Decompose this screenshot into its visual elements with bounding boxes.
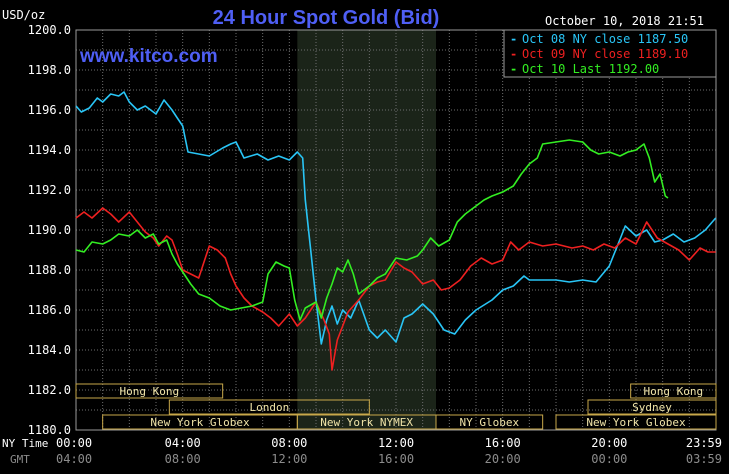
x-tick-label-gmt: 16:00 xyxy=(378,452,414,466)
x-tick-label-ny: 20:00 xyxy=(591,436,627,450)
y-tick-label: 1186.0 xyxy=(28,303,71,317)
legend-entry: Oct 09 NY close 1189.10 xyxy=(522,47,688,61)
session-bar xyxy=(75,383,224,399)
x-tick-label-ny: 23:59 xyxy=(686,436,722,450)
session-label: New York NYMEX xyxy=(320,416,413,429)
y-tick-label: 1196.0 xyxy=(28,103,71,117)
x-tick-label-ny: 16:00 xyxy=(485,436,521,450)
chart-title: 24 Hour Spot Gold (Bid) xyxy=(213,7,440,29)
session-label: Sydney xyxy=(632,401,672,414)
session-bar xyxy=(587,399,717,415)
x-axis-label-gmt: GMT xyxy=(10,453,30,466)
y-tick-label: 1200.0 xyxy=(28,23,71,37)
y-tick-label: 1194.0 xyxy=(28,143,71,157)
plot-frame xyxy=(75,29,717,431)
legend-entry: Oct 08 NY close 1187.50 xyxy=(522,32,688,46)
legend-entry: Oct 10 Last 1192.00 xyxy=(522,62,659,76)
session-bar xyxy=(555,414,717,430)
x-tick-label-gmt: 04:00 xyxy=(56,452,92,466)
x-tick-label-gmt: 20:00 xyxy=(485,452,521,466)
y-tick-label: 1188.0 xyxy=(28,263,71,277)
x-tick-label-gmt: 00:00 xyxy=(591,452,627,466)
session-label: Hong Kong xyxy=(120,385,180,398)
x-tick-label-ny: 08:00 xyxy=(271,436,307,450)
x-tick-label-ny: 00:00 xyxy=(56,436,92,450)
session-label: Hong Kong xyxy=(644,385,704,398)
y-axis-label: USD/oz xyxy=(2,8,45,22)
session-bar xyxy=(435,414,544,430)
series-line-1 xyxy=(75,207,716,371)
session-bar xyxy=(168,399,370,415)
session-label: New York Globex xyxy=(150,416,250,429)
kitco-watermark: www.kitco.com xyxy=(79,46,218,67)
series-line-2 xyxy=(75,139,669,321)
y-tick-label: 1190.0 xyxy=(28,223,71,237)
series-line-0 xyxy=(75,91,717,345)
x-tick-label-ny: 04:00 xyxy=(165,436,201,450)
y-tick-label: 1192.0 xyxy=(28,183,71,197)
y-tick-label: 1182.0 xyxy=(28,383,71,397)
x-tick-label-gmt: 08:00 xyxy=(165,452,201,466)
legend-marker: - xyxy=(510,62,517,76)
x-tick-label-ny: 12:00 xyxy=(378,436,414,450)
legend-marker: - xyxy=(510,47,517,61)
session-bar xyxy=(630,383,717,399)
session-label: London xyxy=(249,401,289,414)
y-tick-label: 1198.0 xyxy=(28,63,71,77)
x-tick-label-gmt: 12:00 xyxy=(271,452,307,466)
y-tick-label: 1180.0 xyxy=(28,423,71,437)
chart-timestamp: October 10, 2018 21:51 xyxy=(545,14,704,28)
session-label: New York Globex xyxy=(586,416,686,429)
x-tick-label-gmt: 03:59 xyxy=(686,452,722,466)
session-label: NY Globex xyxy=(460,416,520,429)
legend-box xyxy=(503,29,717,78)
y-tick-label: 1184.0 xyxy=(28,343,71,357)
x-axis-label-ny: NY Time xyxy=(2,437,48,450)
legend-marker: - xyxy=(510,32,517,46)
